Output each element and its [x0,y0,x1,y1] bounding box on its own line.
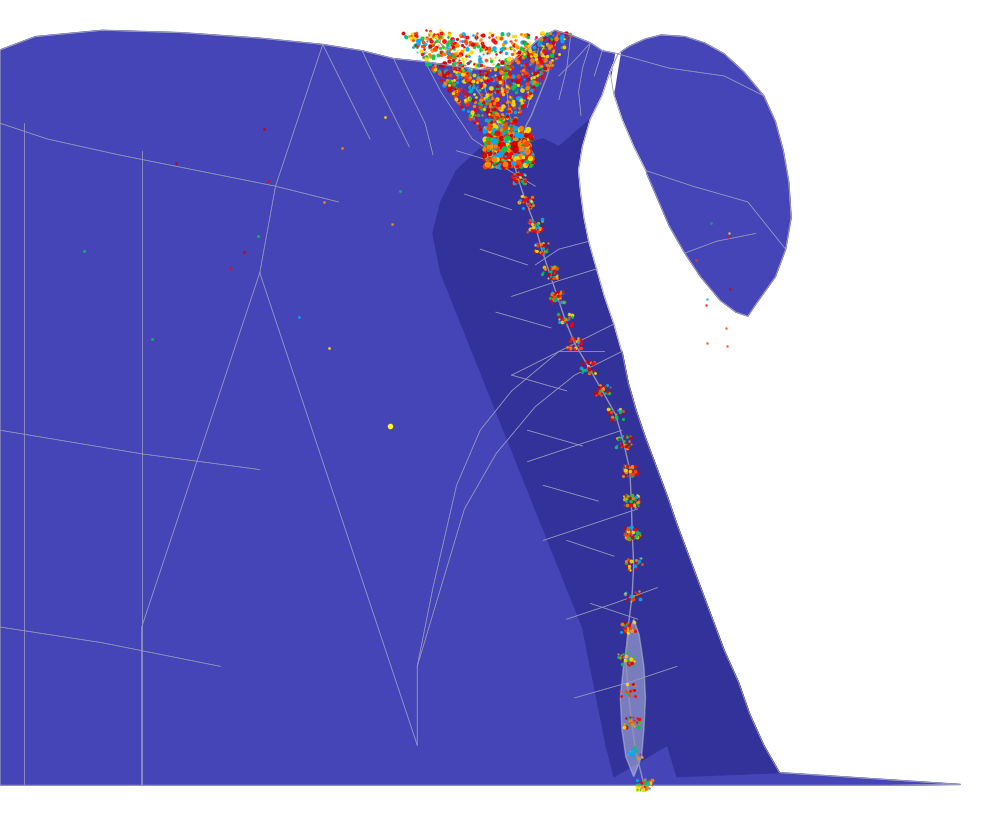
Polygon shape [610,35,791,316]
Polygon shape [433,139,667,776]
Polygon shape [527,120,779,776]
Polygon shape [620,619,646,776]
Polygon shape [584,127,614,169]
Polygon shape [0,31,960,785]
Polygon shape [579,54,646,351]
